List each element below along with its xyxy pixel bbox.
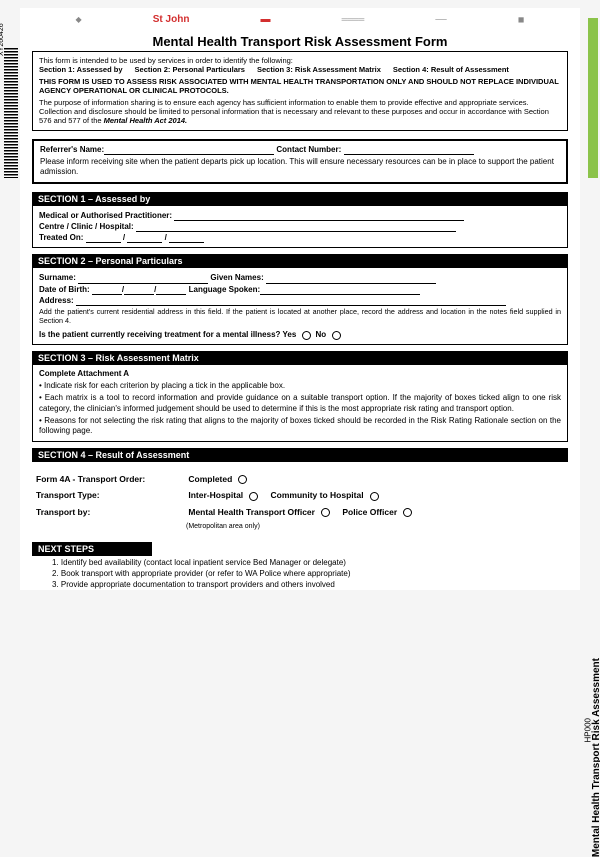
next-3: 3. Provide appropriate documentation to … [52,580,568,591]
practitioner-field[interactable] [174,212,464,221]
lang-field[interactable] [260,286,420,295]
section-4-header: SECTION 4 – Result of Assessment [32,448,568,462]
by-label: Transport by: [36,507,186,517]
centre-field[interactable] [136,223,456,232]
community-label: Community to Hospital [271,490,364,500]
addr-label: Address: [39,296,74,305]
police-label: Police Officer [342,507,397,517]
section-1-header: SECTION 1 – Assessed by [32,192,568,206]
treated-y[interactable] [169,234,204,243]
community-radio[interactable] [370,492,379,501]
intro-sec3: Section 3: Risk Assessment Matrix [257,65,381,74]
logo-3: ▬ [261,14,271,25]
metro-note: (Metropolitan area only) [186,523,564,530]
centre-label: Centre / Clinic / Hospital: [39,222,134,231]
logo-1: ◆ [76,15,82,24]
intro-act: Mental Health Act 2014. [104,116,188,125]
treated-label: Treated On: [39,233,83,242]
treated-m[interactable] [127,234,162,243]
given-label: Given Names: [210,273,263,282]
inter-radio[interactable] [249,492,258,501]
intro-lead: This form is intended to be used by serv… [39,56,561,65]
next-steps-body: 1. Identify bed availability (contact lo… [32,558,568,590]
completed-radio[interactable] [238,475,247,484]
no-label: No [316,330,327,339]
logo-6: ◼ [518,15,525,24]
next-steps-header: NEXT STEPS [32,542,152,556]
inter-label: Inter-Hospital [188,490,243,500]
section-2-body: Surname: Given Names: Date of Birth: // … [32,268,568,345]
dob-d[interactable] [92,286,122,295]
practitioner-label: Medical or Authorised Practitioner: [39,211,172,220]
form4a-label: Form 4A - Transport Order: [36,474,186,484]
logo-row: ◆ St John ▬ ════ ── ◼ [20,8,580,30]
s3-title: Complete Attachment A [39,369,561,380]
section-3: SECTION 3 – Risk Assessment Matrix Compl… [32,351,568,442]
form-title: Mental Health Transport Risk Assessment … [20,30,580,51]
section-3-header: SECTION 3 – Risk Assessment Matrix [32,351,568,365]
logo-4: ════ [342,15,365,24]
dob-m[interactable] [124,286,154,295]
dob-label: Date of Birth: [39,285,90,294]
next-1: 1. Identify bed availability (contact lo… [52,558,568,569]
intro-sec4: Section 4: Result of Assessment [393,65,509,74]
logo-5: ── [435,15,446,24]
s3-b2: • Each matrix is a tool to record inform… [39,393,561,415]
intro-sec2: Section 2: Personal Particulars [135,65,245,74]
referrer-contact-field[interactable] [344,146,474,155]
side-title: Mental Health Transport Risk Assessment [591,658,600,857]
treatment-question: Is the patient currently receiving treat… [39,329,561,340]
q-text: Is the patient currently receiving treat… [39,330,280,339]
treated-d[interactable] [86,234,121,243]
surname-field[interactable] [78,275,208,284]
side-code: HP000 [583,718,592,742]
intro-box: This form is intended to be used by serv… [32,51,568,131]
s3-b1: • Indicate risk for each criterion by pl… [39,381,561,392]
police-radio[interactable] [403,508,412,517]
next-2: 2. Book transport with appropriate provi… [52,569,568,580]
intro-sec1: Section 1: Assessed by [39,65,123,74]
addr-note: Add the patient's current residential ad… [39,308,561,325]
barcode-id: XY260426 [0,23,5,56]
row-by: Transport by: Mental Health Transport Of… [36,507,564,517]
type-label: Transport Type: [36,490,186,500]
referrer-box: Referrer's Name: Contact Number: Please … [32,139,568,184]
given-field[interactable] [266,275,436,284]
form-page: ◆ St John ▬ ════ ── ◼ Mental Health Tran… [20,8,580,590]
completed-label: Completed [188,474,232,484]
intro-warning: THIS FORM IS USED TO ASSESS RISK ASSOCIA… [39,77,561,96]
dob-y[interactable] [156,286,186,295]
barcode [4,48,18,178]
referrer-name-field[interactable] [104,146,274,155]
surname-label: Surname: [39,273,76,282]
intro-section-list: Section 1: Assessed by Section 2: Person… [39,65,561,74]
intro-purpose: The purpose of information sharing is to… [39,98,561,126]
section-4: SECTION 4 – Result of Assessment Form 4A… [32,448,568,536]
row-form4a: Form 4A - Transport Order: Completed [36,474,564,484]
section-2-header: SECTION 2 – Personal Particulars [32,254,568,268]
yes-radio[interactable] [302,331,311,340]
mht-radio[interactable] [321,508,330,517]
addr-field[interactable] [76,297,506,306]
section-2: SECTION 2 – Personal Particulars Surname… [32,254,568,345]
logo-stjohn: St John [153,14,190,25]
section-4-body: Form 4A - Transport Order: Completed Tra… [32,462,568,536]
section-1-body: Medical or Authorised Practitioner: Cent… [32,206,568,249]
mht-label: Mental Health Transport Officer [188,507,315,517]
side-accent [588,18,598,178]
referrer-name-label: Referrer's Name: [40,145,104,154]
lang-label: Language Spoken: [189,285,261,294]
referrer-contact-label: Contact Number: [276,145,341,154]
footer-text: sent Form 11/16 [0,678,2,728]
s3-b3: • Reasons for not selecting the risk rat… [39,416,561,438]
yes-label: Yes [282,330,296,339]
referrer-line: Referrer's Name: Contact Number: [40,145,560,155]
referrer-note: Please inform receiving site when the pa… [40,157,560,178]
section-1: SECTION 1 – Assessed by Medical or Autho… [32,192,568,249]
row-type: Transport Type: Inter-Hospital Community… [36,490,564,500]
no-radio[interactable] [332,331,341,340]
section-3-body: Complete Attachment A • Indicate risk fo… [32,365,568,442]
